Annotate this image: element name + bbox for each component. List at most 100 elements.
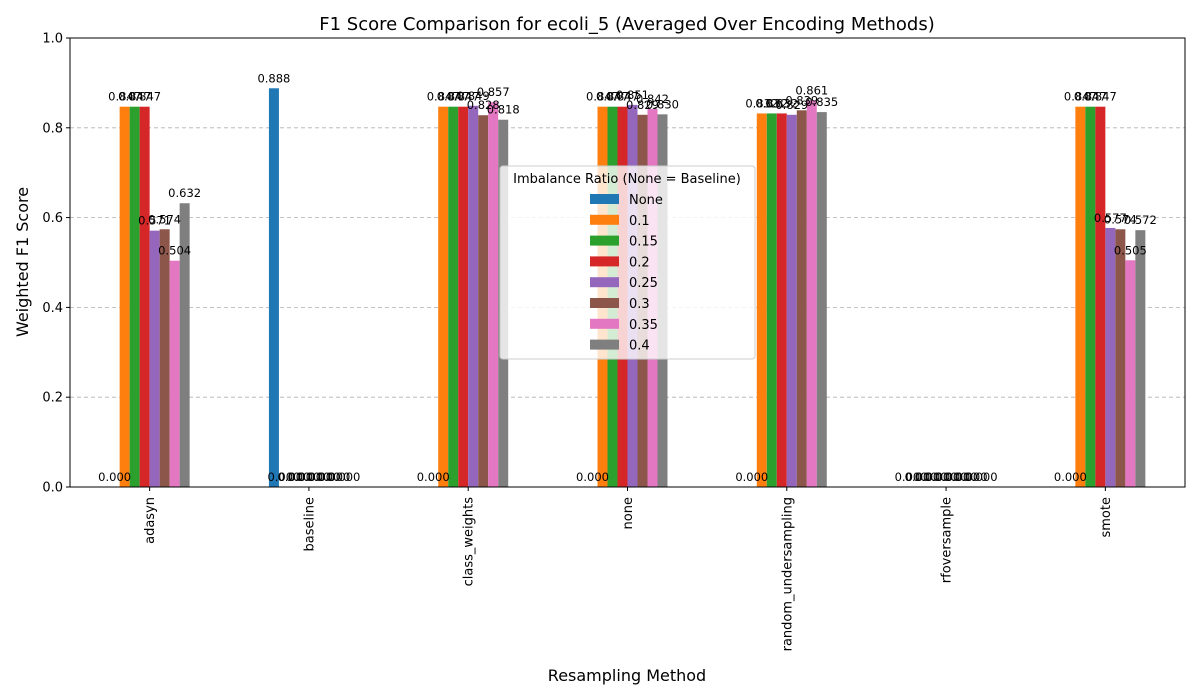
y-tick-label: 0.0 bbox=[42, 481, 63, 496]
data-label: 0.000 bbox=[317, 470, 350, 484]
data-label: 0.847 bbox=[586, 90, 619, 104]
bar bbox=[756, 113, 767, 487]
data-label: 0.847 bbox=[1084, 90, 1117, 104]
data-label: 0.829 bbox=[775, 98, 808, 112]
x-tick-label: smote bbox=[1099, 497, 1114, 538]
legend-label: 0.3 bbox=[629, 297, 650, 312]
bar bbox=[776, 113, 787, 487]
bar bbox=[179, 203, 190, 487]
x-tick-label: baseline bbox=[302, 497, 317, 551]
legend-swatch bbox=[590, 235, 619, 246]
data-label: 0.830 bbox=[646, 97, 679, 111]
legend-box bbox=[499, 165, 756, 360]
legend-label: 0.25 bbox=[629, 276, 658, 291]
data-label: 0.861 bbox=[795, 83, 828, 97]
bar bbox=[1125, 260, 1136, 487]
data-label: 0.818 bbox=[487, 103, 520, 117]
legend-label: None bbox=[629, 193, 663, 208]
bar bbox=[488, 102, 499, 487]
data-label: 0.574 bbox=[1104, 212, 1137, 226]
data-label: 0.839 bbox=[785, 93, 818, 107]
data-label: 0.000 bbox=[287, 470, 320, 484]
bar bbox=[1075, 106, 1086, 488]
data-label: 0.577 bbox=[1094, 211, 1127, 225]
data-label: 0.835 bbox=[805, 95, 838, 109]
data-label: 0.847 bbox=[128, 90, 161, 104]
data-label: 0.847 bbox=[427, 90, 460, 104]
bar bbox=[786, 114, 797, 488]
y-tick-label: 0.8 bbox=[42, 121, 63, 136]
bar bbox=[1105, 227, 1116, 487]
data-label: 0.574 bbox=[148, 212, 181, 226]
bar bbox=[139, 106, 150, 488]
x-tick-label: class_weights bbox=[462, 497, 477, 587]
data-label: 0.000 bbox=[267, 470, 300, 484]
bar bbox=[816, 112, 827, 488]
data-label: 0.847 bbox=[447, 90, 480, 104]
x-tick-label: rfoversample bbox=[940, 497, 955, 583]
data-label: 0.000 bbox=[735, 470, 768, 484]
y-gridlines bbox=[70, 127, 1185, 398]
data-label: 0.847 bbox=[1074, 90, 1107, 104]
data-label: 0.888 bbox=[257, 71, 290, 85]
data-label: 0.000 bbox=[925, 470, 958, 484]
bar bbox=[1115, 229, 1126, 488]
data-label: 0.000 bbox=[895, 470, 928, 484]
legend-swatch bbox=[590, 339, 619, 350]
y-axis-label: Weighted F1 Score bbox=[13, 187, 32, 337]
bar bbox=[458, 106, 469, 488]
bar bbox=[169, 260, 180, 487]
data-label: 0.849 bbox=[457, 89, 490, 103]
data-label: 0.000 bbox=[98, 470, 131, 484]
data-label: 0.847 bbox=[1064, 90, 1097, 104]
bar bbox=[149, 230, 160, 487]
bar bbox=[129, 106, 140, 488]
legend: Imbalance Ratio (None = Baseline) None 0.… bbox=[499, 165, 756, 360]
data-label: 0.832 bbox=[755, 96, 788, 110]
data-label: 0.847 bbox=[596, 90, 629, 104]
y-tick-label: 1.0 bbox=[42, 32, 63, 47]
data-label: 0.000 bbox=[955, 470, 988, 484]
bar bbox=[478, 115, 489, 487]
data-label: 0.000 bbox=[417, 470, 450, 484]
legend-swatch bbox=[590, 256, 619, 267]
bar bbox=[438, 106, 449, 488]
legend-swatch bbox=[590, 318, 619, 329]
data-label: 0.847 bbox=[606, 90, 639, 104]
data-label: 0.632 bbox=[168, 186, 201, 200]
data-label: 0.571 bbox=[138, 214, 171, 228]
data-label: 0.000 bbox=[277, 470, 310, 484]
y-tick-label: 0.2 bbox=[42, 391, 63, 406]
data-labels-group: 0.0000.8470.8470.8470.5710.5740.5040.632… bbox=[98, 71, 1157, 484]
legend-items: None 0.1 0.15 0.2 0.25 0.3 0.35 0.4 bbox=[590, 193, 663, 354]
x-axis-ticks: adasyn baseline class_weights none random_un… bbox=[143, 487, 1114, 651]
bar bbox=[448, 106, 459, 488]
data-label: 0.000 bbox=[965, 470, 998, 484]
legend-label: 0.1 bbox=[629, 214, 650, 229]
data-label: 0.832 bbox=[745, 96, 778, 110]
data-label: 0.504 bbox=[158, 244, 191, 258]
bar bbox=[119, 106, 130, 488]
bar bbox=[159, 229, 170, 488]
legend-label: 0.2 bbox=[629, 255, 650, 270]
bar bbox=[1095, 106, 1106, 488]
bar bbox=[796, 110, 807, 487]
data-label: 0.000 bbox=[915, 470, 948, 484]
data-label: 0.851 bbox=[616, 88, 649, 102]
bar bbox=[468, 105, 479, 487]
data-label: 0.572 bbox=[1124, 213, 1157, 227]
data-label: 0.847 bbox=[108, 90, 141, 104]
bar-series-group bbox=[119, 88, 1146, 488]
x-tick-label: none bbox=[621, 497, 636, 529]
data-label: 0.000 bbox=[327, 470, 360, 484]
data-label: 0.847 bbox=[437, 90, 470, 104]
bar bbox=[1135, 230, 1146, 487]
data-label: 0.000 bbox=[297, 470, 330, 484]
y-axis-ticks: 0.0 0.2 0.4 0.6 0.8 1.0 bbox=[42, 32, 70, 496]
data-label: 0.847 bbox=[118, 90, 151, 104]
data-label: 0.842 bbox=[636, 92, 669, 106]
legend-label: 0.15 bbox=[629, 235, 658, 250]
y-tick-label: 0.6 bbox=[42, 211, 63, 226]
legend-label: 0.35 bbox=[629, 318, 658, 333]
